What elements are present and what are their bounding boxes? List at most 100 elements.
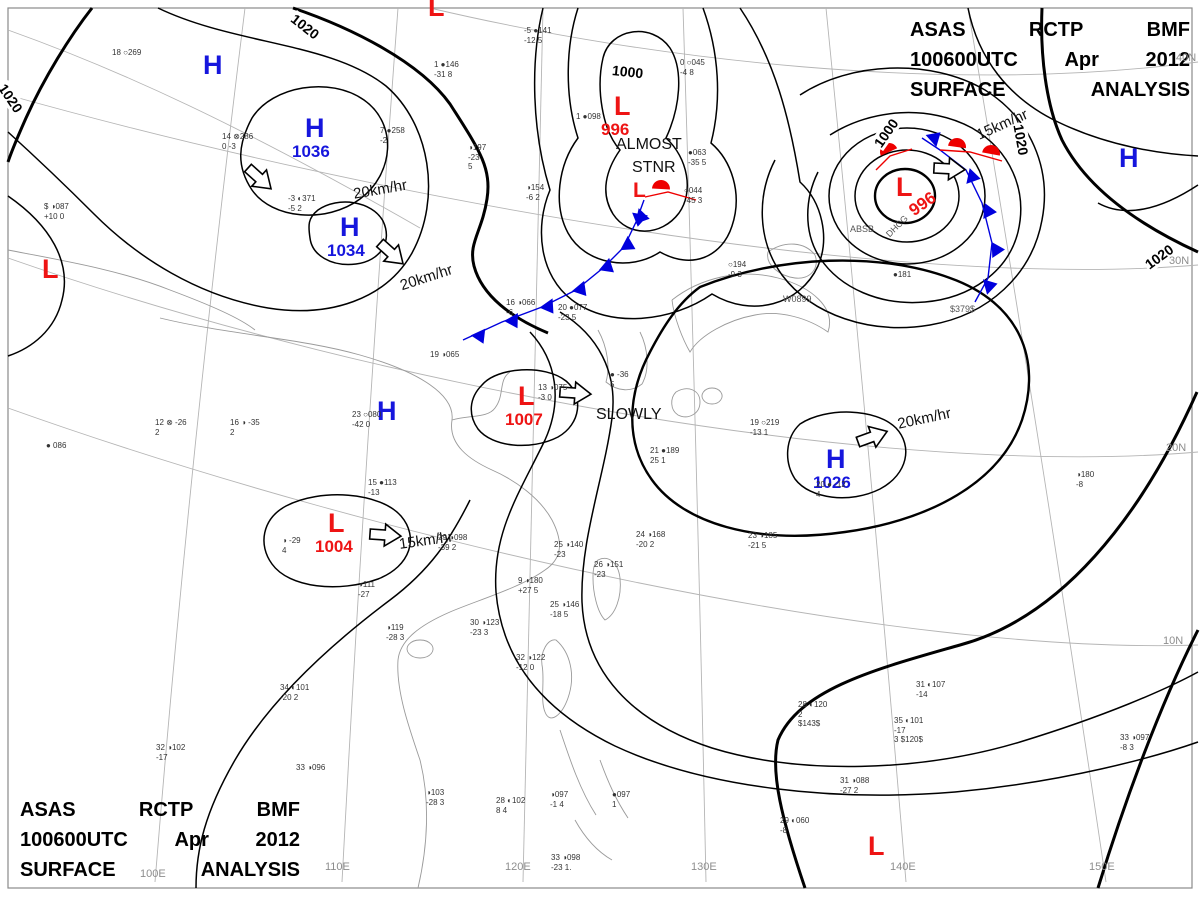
station-plot-line: -23 1.: [551, 862, 572, 872]
station-plot-line: -23 3: [470, 627, 489, 637]
station-plot-line: -8: [780, 825, 788, 835]
station-plot-line: 14 ⊗286: [222, 132, 254, 141]
title-word: 100600UTC: [910, 49, 1018, 71]
station-plot: 19 ○219 -13 1: [750, 418, 779, 437]
station-plot-line: 25 ◑140: [554, 540, 584, 549]
station-plot: 13 ◑075 -3 0: [538, 383, 567, 402]
station-plot-line: -27 2: [840, 785, 859, 795]
movement-arrow-icon: [855, 425, 889, 449]
station-plot: 9 ◑180 +27 5: [518, 576, 543, 595]
title-word: Apr: [1064, 49, 1099, 71]
station-plot-line: 1: [612, 799, 617, 809]
station-plot-line: ◑197: [468, 143, 487, 152]
pressure-value: 1034: [327, 241, 365, 260]
title-block-top-right: ASAS RCTP BMF 100600UTC Apr 2012 SURFACE ANAL…: [910, 20, 1190, 110]
station-plot-line: 33 ◑097: [1120, 733, 1150, 742]
station-plot: ◑ -29 4: [282, 536, 301, 555]
title-line-1: ASAS RCTP BMF: [910, 20, 1190, 40]
station-plot-line: 24 ◑168: [636, 530, 666, 539]
title-block-bottom-left: ASAS RCTP BMF 100600UTC Apr 2012 SURFACE ANAL…: [20, 800, 300, 890]
pressure-value: 996: [601, 120, 630, 139]
station-plot: 25 ◑146 -18 5: [550, 600, 579, 619]
high-pressure-center: H 1034: [327, 214, 365, 260]
station-plot: ● -36 5: [610, 370, 629, 389]
pressure-letter: L: [896, 172, 913, 202]
station-plot-line: 7 ●258: [380, 126, 405, 135]
station-plot: 20 ● -12 4: [816, 480, 846, 499]
title-line-2: 100600UTC Apr 2012: [910, 50, 1190, 70]
station-plot-line: 25 ◑146: [550, 600, 580, 609]
movement-arrow-icon: [243, 163, 273, 190]
station-plot-line: ◑111: [358, 580, 375, 589]
station-plot-line: ● 086: [46, 441, 67, 450]
station-plot-line: 2: [798, 709, 803, 719]
title-word: ANALYSIS: [1090, 79, 1190, 101]
station-plot-line: 28 ◐102: [496, 796, 526, 805]
station-plot: 15 ●113 -13: [368, 478, 397, 497]
station-plot: 24 ◑168 -20 2: [636, 530, 665, 549]
station-plot-line: ●181: [893, 270, 912, 279]
station-plot-line: 5: [610, 379, 615, 389]
station-plot-line: 28 ◐120: [798, 700, 828, 709]
isobar-layer: [6, 6, 1200, 889]
high-pressure-center: H 1026: [813, 446, 851, 492]
station-plot-line: 25 1: [650, 455, 666, 465]
pressure-value: 1036: [292, 142, 330, 161]
station-plot: 18 ○269: [112, 48, 141, 58]
station-plot-line: 16 ◑066: [506, 298, 536, 307]
high-pressure-center: H: [203, 52, 223, 79]
station-plot-line: -31 8: [434, 69, 453, 79]
graticule-label: 150E: [1089, 861, 1115, 873]
station-plot-line: 33 ◑098: [551, 853, 581, 862]
station-plot: 29 ◐060 -8: [780, 816, 809, 835]
station-plot-line: -14: [916, 689, 928, 699]
title-word: ANALYSIS: [200, 859, 300, 881]
pressure-letter: L: [428, 0, 445, 22]
station-plot: 34 ◐101 -20 2: [280, 683, 309, 702]
title-word: SURFACE: [20, 859, 116, 881]
station-plot-line: -42 0: [352, 419, 371, 429]
warm-front-semicircle-icon: [982, 145, 1000, 156]
station-plot-line: -23 5: [558, 312, 577, 322]
station-plot-line: +27 5: [518, 585, 539, 595]
station-plot-line: -6: [506, 307, 514, 317]
ship-callsign-label: DHCG: [884, 213, 910, 240]
station-plot-line: 4: [816, 489, 821, 499]
station-plot-line: -4 8: [680, 67, 694, 77]
graticule-label: 100E: [140, 868, 166, 880]
station-plot-line: ◑119: [386, 623, 404, 632]
station-plot-line: ● -36: [610, 370, 629, 379]
cold-front-triangle-icon: [925, 132, 941, 147]
station-plot-line: ●097: [612, 790, 631, 799]
station-plot: 28 ◐120 2 $143$: [798, 700, 827, 729]
cold-front-triangle-icon: [504, 313, 518, 329]
station-plot-line: 34 ◐101: [280, 683, 310, 692]
station-plot-line: -9 3: [728, 269, 742, 279]
warm-front-line: [875, 148, 913, 171]
station-plot-line: -45 3: [684, 195, 703, 205]
station-plot: 20 ●077 -23 5: [558, 303, 587, 322]
pressure-letter: H: [377, 396, 397, 426]
cold-front-triangle-icon: [966, 168, 981, 184]
pressure-letter: L: [633, 179, 646, 202]
station-plot-line: 2: [155, 427, 160, 437]
station-plot-line: ◑103: [426, 788, 445, 797]
high-pressure-center: H 1036: [292, 113, 330, 161]
graticule-label: 110E: [325, 861, 350, 873]
station-plot-line: ◑154: [526, 183, 545, 192]
station-plot: ◑197 -23 5: [468, 143, 486, 172]
station-plot-line: 16 ◑ -35: [230, 418, 260, 427]
isobar-value-label: 1020: [1010, 122, 1032, 158]
pressure-letter: H: [203, 50, 223, 80]
station-plot-line: ●063: [688, 148, 707, 157]
movement-arrow-icon: [375, 238, 405, 265]
pressure-letter: L: [42, 254, 59, 284]
station-plot-line: 9 ◑180: [518, 576, 543, 585]
title-line-3: SURFACE ANALYSIS: [910, 80, 1190, 100]
station-plot: 1 ●098: [576, 112, 601, 122]
station-plot-line: -28 3: [386, 632, 405, 642]
pressure-letter: H: [305, 113, 325, 143]
station-plot: ◑111 -27: [358, 580, 375, 599]
warm-front-semicircle-icon: [652, 180, 670, 190]
